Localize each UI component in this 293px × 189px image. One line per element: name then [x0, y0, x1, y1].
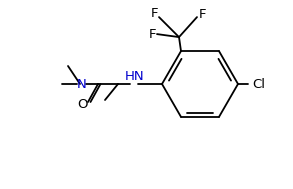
Text: F: F	[148, 28, 156, 41]
Text: HN: HN	[125, 70, 145, 84]
Text: O: O	[78, 98, 88, 111]
Text: F: F	[198, 8, 206, 21]
Text: N: N	[77, 77, 87, 91]
Text: F: F	[150, 7, 158, 20]
Text: Cl: Cl	[253, 77, 265, 91]
